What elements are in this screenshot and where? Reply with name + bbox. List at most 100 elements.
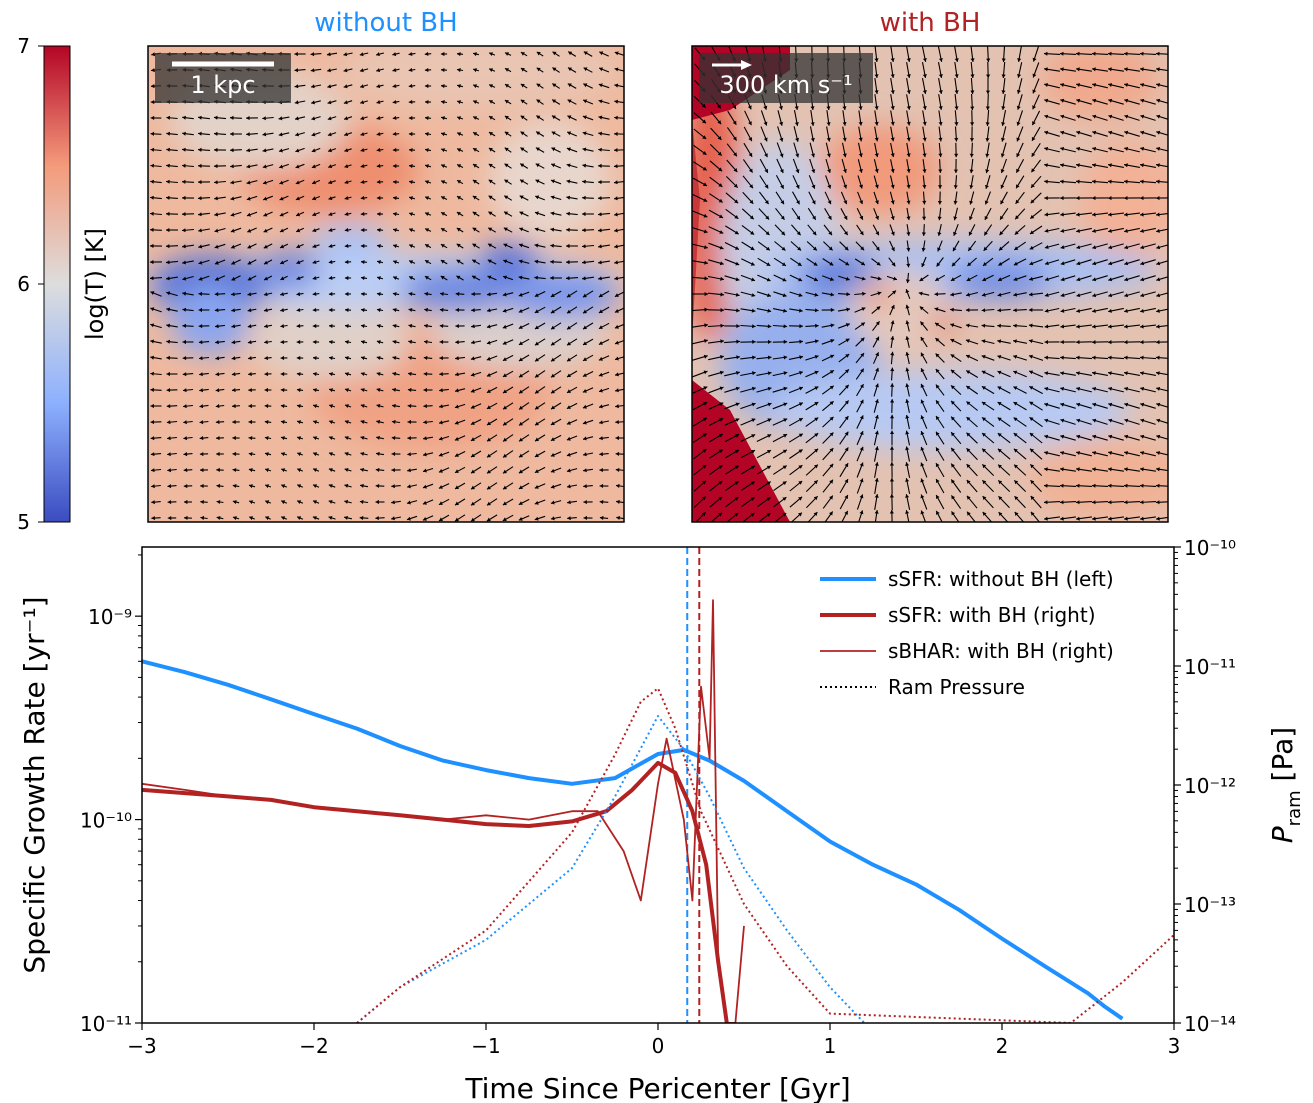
velocity-arrowhead — [970, 74, 975, 78]
velocity-arrowhead — [997, 323, 1001, 328]
velocity-arrowhead — [844, 384, 849, 389]
velocity-arrowhead — [409, 260, 414, 264]
velocity-arrowhead — [954, 58, 959, 62]
velocity-arrowhead — [969, 216, 973, 221]
velocity-arrowhead — [890, 168, 895, 173]
velocity-arrowhead — [906, 153, 911, 157]
velocity-arrowhead — [440, 260, 445, 264]
velocity-arrowhead — [457, 100, 461, 105]
velocity-arrowhead — [534, 469, 539, 473]
velocity-arrowhead — [920, 431, 925, 436]
velocity-arrowhead — [280, 388, 285, 393]
velocity-arrowhead — [520, 147, 525, 152]
velocity-arrowhead — [718, 481, 723, 485]
velocity-arrowhead — [230, 148, 234, 153]
velocity-arrowhead — [846, 292, 850, 297]
velocity-arrowhead — [489, 52, 493, 56]
velocity-arrowhead — [795, 137, 800, 142]
velocity-arrowhead — [798, 277, 803, 282]
velocity-arrowhead — [1108, 418, 1113, 423]
velocity-arrowhead — [502, 341, 507, 345]
velocity-arrowhead — [536, 131, 541, 136]
velocity-arrowhead — [718, 512, 722, 517]
velocity-arrowhead — [439, 339, 444, 344]
velocity-arrowhead — [536, 115, 541, 120]
velocity-arrowhead — [749, 199, 754, 204]
velocity-arrowhead — [859, 478, 864, 483]
velocity-arrowhead — [616, 515, 620, 520]
velocity-arrowhead — [344, 132, 349, 137]
velocity-arrowhead — [813, 262, 818, 266]
velocity-arrowhead — [732, 105, 736, 109]
velocity-arrowhead — [905, 462, 910, 466]
velocity-arrowhead — [423, 371, 428, 376]
velocity-arrowhead — [1140, 83, 1144, 87]
velocity-arrowhead — [583, 99, 588, 104]
velocity-arrowhead — [922, 74, 927, 78]
velocity-arrowhead — [567, 99, 572, 104]
velocity-arrowhead — [799, 339, 803, 344]
velocity-arrowhead — [830, 292, 835, 297]
velocity-arrowhead — [280, 340, 285, 345]
velocity-arrowhead — [1030, 480, 1035, 485]
velocity-arrowhead — [718, 198, 723, 203]
velocity-arrowhead — [294, 100, 299, 105]
y-axis-label: Specific Growth Rate [yr⁻¹] — [18, 596, 51, 973]
velocity-arrowhead — [183, 388, 187, 393]
velocity-arrowhead — [890, 320, 895, 325]
velocity-arrowhead — [1044, 196, 1048, 201]
velocity-arrowhead — [997, 433, 1002, 437]
velocity-arrowhead — [969, 200, 974, 205]
velocity-arrowhead — [1124, 179, 1128, 184]
velocity-arrowhead — [360, 404, 365, 408]
velocity-arrowhead — [344, 212, 349, 216]
velocity-arrowhead — [1030, 464, 1035, 469]
velocity-arrowhead — [488, 163, 493, 168]
velocity-arrowhead — [997, 402, 1002, 406]
velocity-arrowhead — [424, 51, 429, 56]
velocity-arrowhead — [328, 228, 333, 232]
velocity-arrowhead — [1092, 308, 1096, 313]
velocity-arrowhead — [425, 228, 430, 232]
velocity-arrowhead — [247, 228, 252, 233]
velocity-arrowhead — [359, 499, 364, 504]
velocity-arrowhead — [1013, 261, 1018, 266]
velocity-arrowhead — [440, 51, 445, 57]
velocity-arrowhead — [763, 105, 768, 110]
velocity-arrowhead — [874, 137, 879, 142]
velocity-arrowhead — [1016, 89, 1021, 94]
velocity-arrowhead — [312, 276, 317, 280]
velocity-arrowhead — [1029, 261, 1034, 266]
velocity-arrowhead — [935, 277, 940, 281]
velocity-arrowhead — [1092, 516, 1096, 521]
velocity-arrowhead — [890, 184, 895, 189]
velocity-arrowhead — [215, 404, 220, 409]
velocity-arrowhead — [997, 370, 1002, 375]
velocity-arrowhead — [1076, 277, 1081, 282]
velocity-arrowhead — [1030, 448, 1034, 453]
velocity-arrowhead — [890, 430, 895, 434]
velocity-arrowhead — [1140, 308, 1144, 313]
velocity-arrowhead — [438, 452, 443, 457]
velocity-arrowhead — [970, 106, 975, 110]
velocity-arrowhead — [567, 389, 571, 393]
velocity-arrowhead — [262, 148, 267, 153]
velocity-arrowhead — [376, 100, 381, 104]
velocity-arrowhead — [937, 232, 942, 236]
velocity-arrowhead — [920, 494, 925, 499]
velocity-arrowhead — [473, 100, 478, 104]
velocity-arrowhead — [767, 450, 771, 454]
velocity-arrowhead — [295, 148, 300, 153]
velocity-arrowhead — [966, 277, 971, 282]
velocity-arrowhead — [779, 153, 784, 158]
velocity-arrowhead — [966, 401, 971, 406]
velocity-arrowhead — [215, 356, 220, 361]
velocity-arrowhead — [263, 228, 268, 233]
velocity-arrowhead — [1108, 402, 1113, 407]
velocity-arrowhead — [844, 463, 849, 468]
velocity-arrowhead — [874, 58, 879, 62]
velocity-arrowhead — [151, 468, 155, 473]
velocity-arrowhead — [734, 497, 739, 501]
velocity-arrowhead — [1001, 122, 1006, 126]
